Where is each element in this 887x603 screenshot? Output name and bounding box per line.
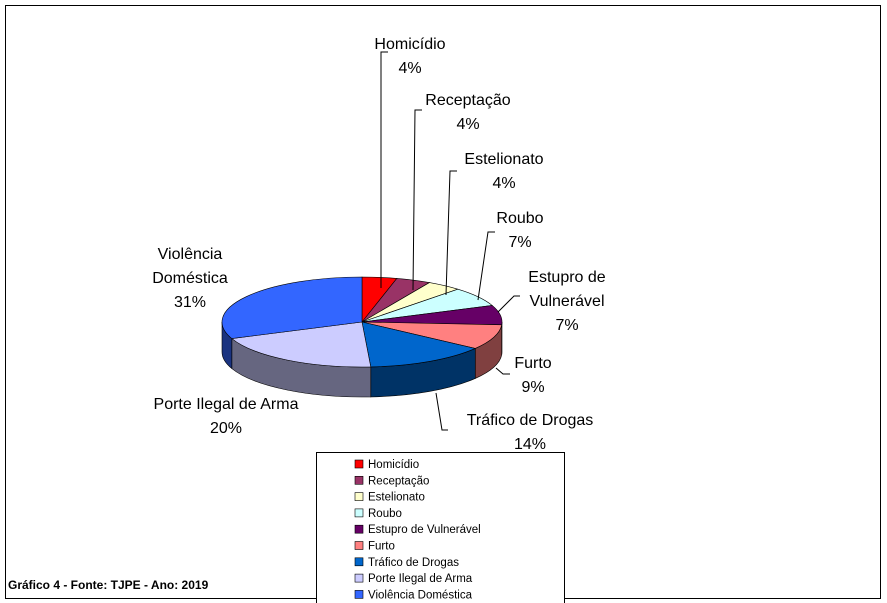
legend-swatch: [354, 508, 364, 518]
legend-swatch: [354, 541, 364, 550]
category-label: Tráfico de Drogas: [466, 412, 594, 429]
data-label: Homicídio 4%: [350, 33, 470, 81]
data-label: Estelionato 4%: [434, 148, 574, 196]
slice: [231, 321, 372, 368]
value-label: 7%: [555, 317, 579, 334]
legend-swatch: [354, 475, 364, 485]
category-label: Receptação: [425, 92, 511, 109]
legend-label: Homicídio: [368, 459, 419, 471]
leader-line: [380, 51, 388, 288]
legend-swatch: [354, 557, 364, 567]
category-label: Violência Doméstica: [152, 246, 228, 287]
data-label: Violência Doméstica 31%: [130, 243, 250, 315]
value-label: 7%: [508, 234, 532, 251]
category-label: Estupro de Vulnerável: [528, 269, 606, 310]
legend-swatch: [354, 459, 364, 469]
legend-label: Violência Doméstica: [368, 589, 473, 601]
data-label: Porte Ilegal de Arma 20%: [151, 393, 301, 441]
legend-label: Tráfico de Drogas: [368, 557, 459, 569]
value-label: 20%: [209, 420, 243, 437]
slice: [221, 276, 363, 339]
leader-line: [497, 295, 520, 313]
data-label: Receptação 4%: [398, 89, 538, 137]
legend-swatch: [354, 524, 364, 534]
leader-line: [412, 109, 422, 291]
legend-label: Estelionato: [368, 492, 425, 504]
data-label: Estupro de Vulnerável 7%: [512, 266, 622, 338]
category-label: Roubo: [496, 210, 544, 227]
value-label: 14%: [513, 436, 547, 453]
data-label: Roubo 7%: [470, 207, 570, 255]
legend-label: Roubo: [368, 508, 402, 520]
leader-line: [477, 231, 495, 301]
legend-swatch: [354, 573, 364, 583]
leader-line: [435, 392, 448, 431]
category-label: Homicídio: [374, 36, 446, 53]
caption: Gráfico 4 - Fonte: TJPE - Ano: 2019: [8, 578, 209, 592]
value-label: 4%: [456, 116, 480, 133]
value-label: 4%: [398, 60, 422, 77]
data-label: Tráfico de Drogas 14%: [435, 409, 625, 457]
value-label: 9%: [521, 379, 545, 396]
data-label: Furto 9%: [493, 352, 573, 400]
leader-line: [445, 170, 457, 296]
legend-label: Furto: [368, 541, 395, 553]
category-label: Furto: [514, 355, 552, 372]
category-label: Estelionato: [464, 151, 544, 168]
legend-swatch: [354, 492, 364, 501]
legend-label: Porte Ilegal de Arma: [368, 573, 473, 585]
value-label: 31%: [173, 294, 207, 311]
legend-label: Estupro de Vulnerável: [368, 524, 481, 536]
slice: [361, 321, 503, 349]
leader-line: [495, 367, 510, 375]
category-label: Porte Ilegal de Arma: [153, 396, 299, 413]
value-label: 4%: [492, 175, 516, 192]
slice: [361, 321, 477, 368]
legend-label: Receptação: [368, 475, 429, 487]
legend-swatch: [354, 590, 364, 599]
